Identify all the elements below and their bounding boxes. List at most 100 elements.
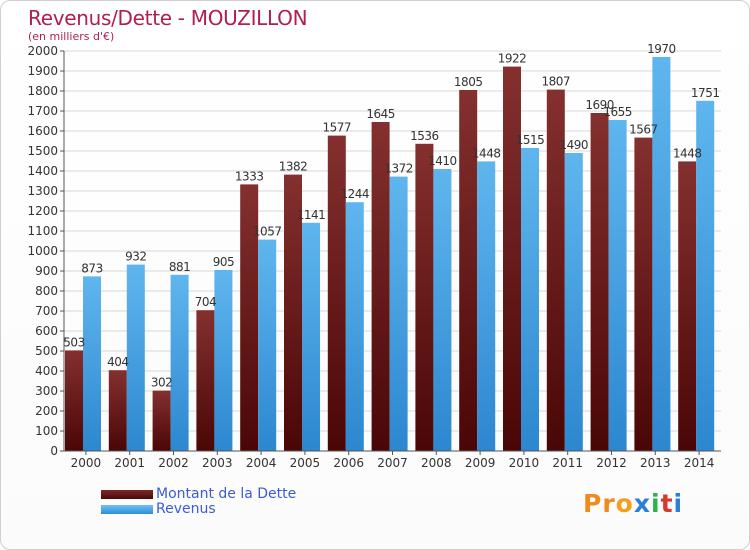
bar-debt <box>371 122 390 451</box>
data-label-debt: 704 <box>195 295 216 309</box>
y-tick-label: 1500 <box>27 144 58 158</box>
data-label-revenue: 905 <box>213 255 234 269</box>
x-tick-label: 2005 <box>290 456 321 470</box>
bar-debt <box>284 174 302 451</box>
y-tick-label: 1100 <box>27 224 58 238</box>
bar-revenue <box>433 169 452 451</box>
data-label-debt: 1382 <box>279 160 308 174</box>
x-tick-label: 2012 <box>596 456 627 470</box>
x-tick-label: 2000 <box>71 456 102 470</box>
y-tick-label: 400 <box>35 364 58 378</box>
data-label-revenue: 1515 <box>516 133 545 147</box>
y-tick-label: 800 <box>35 284 58 298</box>
data-label-debt: 1805 <box>454 75 483 89</box>
y-tick-label: 0 <box>50 444 58 458</box>
y-tick-label: 700 <box>35 304 58 318</box>
bar-debt <box>240 184 259 451</box>
data-label-revenue: 881 <box>169 260 190 274</box>
x-tick-label: 2006 <box>333 456 364 470</box>
x-tick-label: 2010 <box>509 456 540 470</box>
bar-debt <box>108 370 127 451</box>
y-tick-label: 1600 <box>27 124 58 138</box>
bar-revenue <box>170 274 189 451</box>
data-label-revenue: 873 <box>81 261 102 275</box>
data-label-revenue: 1057 <box>253 225 282 239</box>
data-label-revenue: 1970 <box>647 42 676 56</box>
bar-debt <box>196 310 215 451</box>
bar-revenue <box>302 222 320 451</box>
x-tick-label: 2002 <box>158 456 189 470</box>
bar-debt <box>459 90 478 451</box>
bar-debt <box>546 89 565 451</box>
bar-revenue <box>477 161 496 451</box>
bar-revenue <box>564 153 583 451</box>
data-label-revenue: 1410 <box>428 154 457 168</box>
logo-letter: o <box>615 489 634 518</box>
y-tick-label: 1800 <box>27 84 58 98</box>
chart-title: Revenus/Dette - MOUZILLON <box>28 6 308 30</box>
y-tick-label: 100 <box>35 424 58 438</box>
data-label-revenue: 1141 <box>297 208 326 222</box>
bar-debt <box>503 66 521 451</box>
bar-debt <box>590 113 609 451</box>
bar-debt <box>634 137 653 451</box>
y-tick-label: 1700 <box>27 104 58 118</box>
bar-debt <box>678 161 697 451</box>
bar-revenue <box>345 202 364 451</box>
bars-layer <box>65 57 715 452</box>
proxiti-logo: Proxiti <box>583 489 683 518</box>
y-tick-label: 300 <box>35 384 58 398</box>
y-tick-label: 200 <box>35 404 58 418</box>
legend: Montant de la Dette Revenus <box>101 487 296 517</box>
logo-letter: P <box>583 489 603 518</box>
data-label-debt: 1448 <box>673 146 702 160</box>
data-label-debt: 1333 <box>235 169 264 183</box>
bar-revenue <box>521 148 539 451</box>
x-tick-label: 2001 <box>114 456 145 470</box>
x-tick-label: 2009 <box>465 456 496 470</box>
y-tick-label: 1400 <box>27 164 58 178</box>
x-tick-label: 2007 <box>377 456 408 470</box>
data-label-debt: 404 <box>107 355 128 369</box>
x-tick-label: 2014 <box>684 456 715 470</box>
data-label-debt: 1536 <box>410 129 439 143</box>
legend-label-debt: Montant de la Dette <box>156 486 297 502</box>
bar-debt <box>327 135 346 451</box>
y-tick-label: 1000 <box>27 244 58 258</box>
bar-revenue <box>608 120 627 451</box>
x-tick-label: 2008 <box>421 456 452 470</box>
y-tick-label: 1200 <box>27 204 58 218</box>
bar-revenue <box>696 100 715 452</box>
data-label-debt: 1922 <box>498 52 527 66</box>
data-label-revenue: 1244 <box>341 187 370 201</box>
logo-letter: i <box>651 489 661 518</box>
bar-debt <box>65 350 83 451</box>
data-label-revenue: 932 <box>125 250 146 264</box>
x-tick-label: 2004 <box>246 456 277 470</box>
legend-item-debt: Montant de la Dette <box>101 487 296 502</box>
y-tick-label: 1900 <box>27 64 58 78</box>
logo-letter: r <box>602 489 616 518</box>
bar-debt <box>415 143 434 452</box>
bar-revenue <box>83 276 101 451</box>
data-label-revenue: 1751 <box>691 86 720 100</box>
chart-subtitle: (en milliers d'€) <box>28 30 115 43</box>
bar-revenue <box>126 264 145 451</box>
data-label-debt: 1690 <box>585 98 614 112</box>
labels-layer: 503 873 404 932 302 881 704 905 1333 1057 1382 1141… <box>63 42 720 390</box>
data-label-revenue: 1655 <box>603 105 632 119</box>
x-tick-label: 2003 <box>202 456 233 470</box>
y-tick-label: 600 <box>35 324 58 338</box>
bar-revenue <box>389 176 408 451</box>
bar-debt <box>152 390 171 451</box>
logo-letter: t <box>660 489 674 518</box>
logo-letter: x <box>633 489 651 518</box>
x-tick-label: 2013 <box>640 456 671 470</box>
y-tick-label: 2000 <box>27 44 58 58</box>
bar-revenue <box>214 270 233 451</box>
legend-label-revenue: Revenus <box>156 501 216 517</box>
logo-letter: i <box>673 489 684 518</box>
bar-revenue <box>652 57 671 451</box>
